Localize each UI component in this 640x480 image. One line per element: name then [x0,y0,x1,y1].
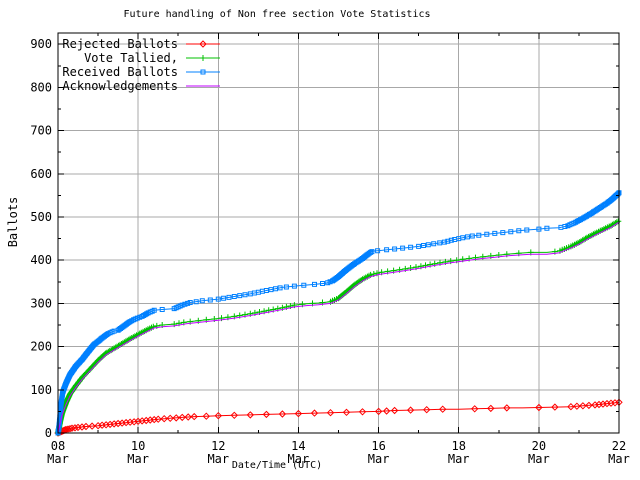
legend-sample-marker-diamond-icon [199,40,207,48]
legend-label: Vote Tallied, [84,51,178,65]
x-tick-label-day: 08 [51,439,65,453]
x-tick-label-month: Mar [207,452,229,466]
x-tick-label-day: 10 [131,439,145,453]
y-tick-label: 700 [30,124,52,138]
y-tick-label: 400 [30,253,52,267]
y-tick-label: 800 [30,80,52,94]
y-tick-label: 100 [30,383,52,397]
x-tick-label-day: 14 [291,439,305,453]
legend-sample-marker-plus-icon [200,55,206,61]
series-line-received-ballots [57,192,620,434]
legend-entry-received-ballots: Received Ballots [62,65,220,79]
tick-labels: 010020030040050060070080090008Mar10Mar12… [30,37,630,466]
y-tick-label: 900 [30,37,52,51]
x-tick-label-day: 22 [612,439,626,453]
x-tick-label-day: 16 [371,439,385,453]
grid-lines [58,33,619,433]
legend-entry-vote-tallied: Vote Tallied, [84,51,220,65]
y-tick-label: 300 [30,296,52,310]
legend-entry-rejected-ballots: Rejected Ballots [62,37,220,51]
series-markers-vote-tallied [55,218,622,436]
x-tick-label-day: 12 [211,439,225,453]
plot-border-and-ticks [57,32,620,434]
x-tick-label-month: Mar [47,452,69,466]
legend-label: Received Ballots [62,65,178,79]
series-line-acknowledgements [57,221,620,434]
series-vote-tallied [55,218,622,436]
x-tick-label-month: Mar [528,452,550,466]
series-line-vote-tallied [57,220,620,434]
x-tick-label-day: 18 [451,439,465,453]
legend-label: Rejected Ballots [62,37,178,51]
series-acknowledgements [57,221,620,434]
series-received-ballots [55,190,622,436]
x-axis-label: Date/Time (UTC) [231,460,323,471]
x-tick-label-month: Mar [368,452,390,466]
legend-label: Acknowledgements [62,79,178,93]
legend-sample-marker-square-icon [200,69,206,75]
y-tick-label: 0 [45,426,52,440]
x-tick-label-month: Mar [127,452,149,466]
y-tick-label: 200 [30,340,52,354]
x-tick-label-day: 20 [532,439,546,453]
x-tick-label-month: Mar [448,452,470,466]
plot-border [57,32,620,434]
series-markers-received-ballots [55,190,622,436]
y-tick-label: 500 [30,210,52,224]
x-tick-label-month: Mar [608,452,630,466]
x-tick-label-month: Mar [288,452,310,466]
chart-title: Future handling of Non free section Vote… [123,9,431,20]
y-tick-label: 600 [30,167,52,181]
legend-entry-acknowledgements: Acknowledgements [62,79,220,93]
